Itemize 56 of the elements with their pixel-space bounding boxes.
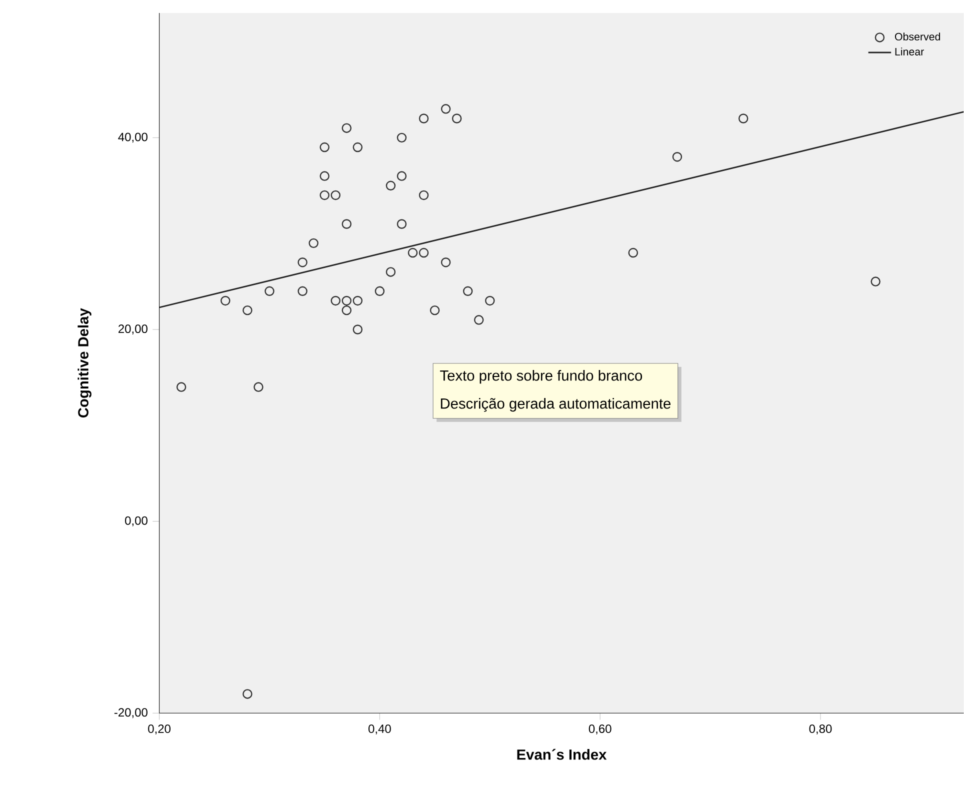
- point: [386, 267, 396, 277]
- x-tick-label: 0,20: [148, 724, 171, 735]
- point: [220, 296, 230, 306]
- point: [176, 382, 186, 392]
- point: [330, 296, 340, 306]
- legend-label: Linear: [895, 48, 924, 56]
- y-tick-label: 0,00: [125, 516, 148, 526]
- y-tick-label: 20,00: [118, 324, 148, 335]
- point: [418, 190, 429, 200]
- point: [330, 190, 340, 200]
- y-tick-label: -20,00: [114, 708, 148, 718]
- point: [386, 180, 396, 191]
- point: [408, 248, 418, 258]
- point: [474, 315, 484, 325]
- point: [352, 324, 363, 334]
- x-tick-label: 0,80: [809, 724, 832, 735]
- x-tick-label: 0,40: [368, 724, 391, 735]
- point: [242, 306, 252, 316]
- point: [298, 286, 308, 296]
- point: [320, 171, 330, 182]
- point: [342, 306, 352, 316]
- point: [396, 171, 407, 182]
- point: [342, 123, 352, 134]
- point: [485, 296, 495, 306]
- point: [440, 104, 451, 114]
- point: [452, 114, 462, 124]
- point: [738, 114, 748, 124]
- point: [396, 219, 407, 229]
- point: [430, 306, 440, 316]
- point: [462, 286, 473, 296]
- point: [342, 219, 352, 229]
- x-axis-title: Evan´s Index: [517, 749, 607, 760]
- point: [672, 152, 682, 162]
- point: [396, 132, 407, 143]
- point: [320, 142, 330, 152]
- point: [418, 114, 429, 124]
- y-axis-title: Cognitive Delay: [78, 308, 92, 418]
- point: [264, 286, 274, 296]
- annotation: Descrição gerada automaticamente: [440, 398, 671, 412]
- point: [628, 248, 638, 258]
- point: [418, 248, 429, 258]
- legend-label: Observed: [894, 32, 940, 41]
- point: [352, 296, 363, 306]
- point: [870, 276, 880, 287]
- point: [320, 190, 330, 200]
- point: [298, 258, 308, 268]
- point: [242, 689, 252, 699]
- point: [374, 286, 385, 296]
- point: [352, 142, 363, 152]
- annotation: Texto preto sobre fundo branco: [440, 370, 642, 384]
- x-tick-label: 0,60: [588, 724, 612, 735]
- point: [308, 238, 318, 248]
- point: [342, 296, 352, 306]
- point: [440, 258, 451, 268]
- point: [254, 382, 264, 392]
- y-tick-label: 40,00: [118, 132, 148, 143]
